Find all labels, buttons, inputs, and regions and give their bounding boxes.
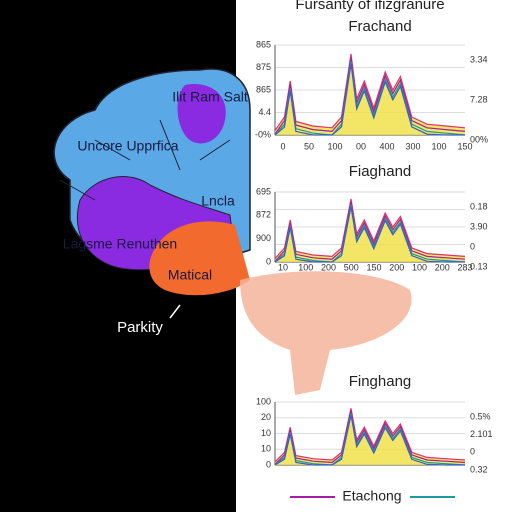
right-label: 2.101 <box>470 429 493 439</box>
y-label: 0 <box>266 459 271 469</box>
x-label: 100 <box>431 141 446 151</box>
x-label: 283 <box>457 262 472 272</box>
right-label: 0.32 <box>470 464 488 474</box>
y-label: 4.4 <box>258 107 271 117</box>
x-label: 150 <box>366 262 381 272</box>
x-label: 150 <box>457 141 472 151</box>
y-label: 900 <box>256 233 271 243</box>
signal-line <box>274 206 465 263</box>
x-label: 100 <box>327 141 342 151</box>
x-label: 200 <box>321 262 336 272</box>
title: Fursanty of ifizgranure <box>295 0 444 13</box>
x-label: 100 <box>412 262 427 272</box>
y-label: 865 <box>256 39 271 49</box>
right-label: 0.13 <box>470 261 488 271</box>
x-label: 300 <box>405 141 420 151</box>
y-label: 695 <box>256 186 271 196</box>
brain-label: Uncore Upprfica <box>77 138 178 154</box>
y-label: 875 <box>256 62 271 72</box>
right-label: 00% <box>470 134 488 144</box>
x-label: 200 <box>389 262 404 272</box>
brain-label: Lagsme Renuthen <box>63 236 177 252</box>
brain-label: Matical <box>168 267 212 283</box>
y-label: 20 <box>261 412 271 422</box>
y-label: 10 <box>261 444 271 454</box>
signal-area <box>275 54 465 135</box>
signal-line <box>274 63 465 136</box>
x-label: 100 <box>298 262 313 272</box>
panel-title: Frachand <box>348 18 411 35</box>
brain-label: Parkity <box>117 319 163 336</box>
brain-fold <box>59 119 231 201</box>
right-label: 0.18 <box>470 201 488 211</box>
right-label: 3.90 <box>470 221 488 231</box>
panel-title: Finghang <box>349 373 412 390</box>
y-label: 100 <box>256 396 271 406</box>
x-label: 400 <box>379 141 394 151</box>
brain-region <box>177 84 226 144</box>
brain-label: Ilit Ram Salt <box>172 89 248 105</box>
legend-label: Etachong <box>342 488 401 504</box>
x-label: 50 <box>304 141 314 151</box>
x-label: 00 <box>356 141 366 151</box>
y-label: 10 <box>261 428 271 438</box>
x-label: 500 <box>344 262 359 272</box>
x-label: 10 <box>278 262 288 272</box>
y-label: 865 <box>256 84 271 94</box>
pointer <box>169 304 181 319</box>
panel-title: Fiaghand <box>349 163 412 180</box>
right-label: 7.28 <box>470 94 488 104</box>
right-label: 0.5% <box>470 411 491 421</box>
x-label: 0 <box>280 141 285 151</box>
signal-area <box>275 199 465 262</box>
cerebellum <box>240 271 412 395</box>
right-label: 0 <box>470 241 475 251</box>
brain-region <box>149 221 250 296</box>
x-label: 200 <box>435 262 450 272</box>
brain-label: Lncla <box>201 193 235 209</box>
right-label: 3.34 <box>470 54 488 64</box>
signal-line <box>274 415 465 466</box>
signal-area <box>275 408 465 465</box>
y-label: 872 <box>256 210 271 220</box>
right-label: 0 <box>470 447 475 457</box>
y-label: -0% <box>255 129 271 139</box>
y-label: 0 <box>266 256 271 266</box>
